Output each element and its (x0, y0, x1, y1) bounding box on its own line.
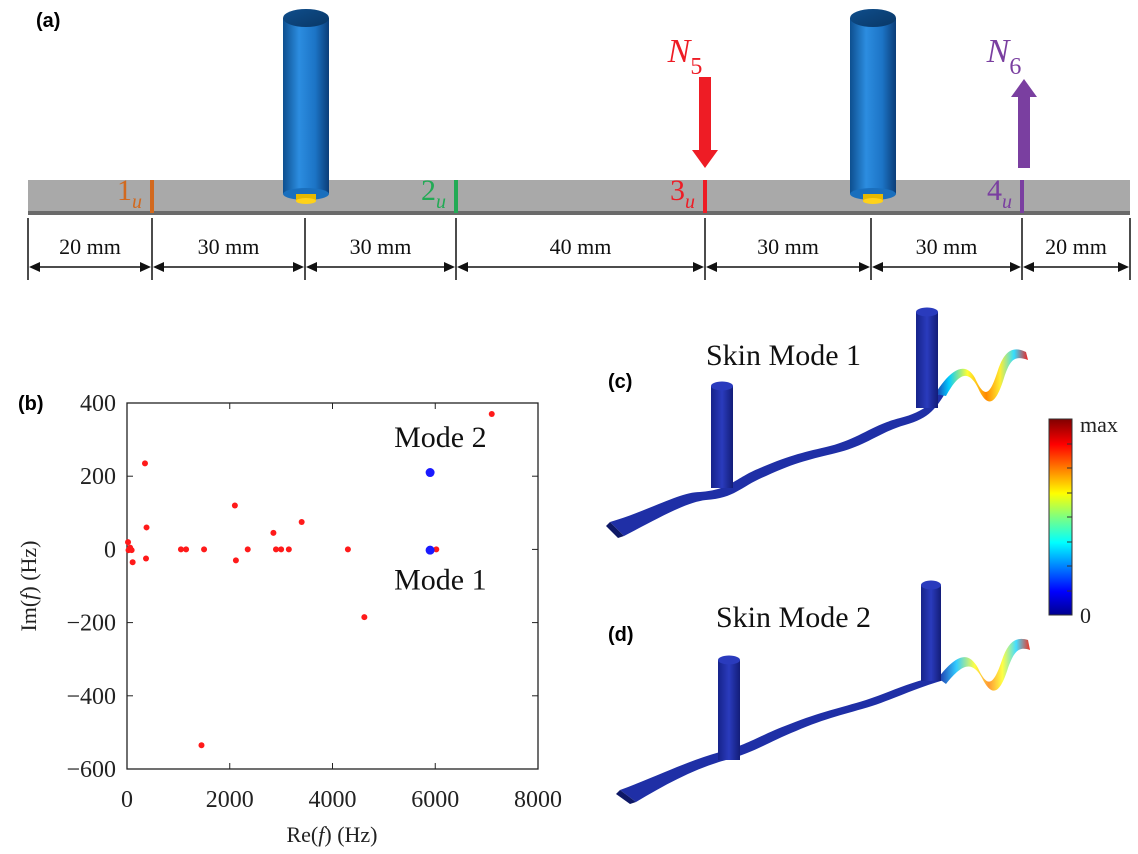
eigenfrequency-point (272, 546, 279, 553)
mode-1-ribbon (610, 392, 946, 536)
panel-a: (a) 1u 2u 3u 4u N5 N6 20 mm 30 mm 30 mm 40 mm 30… (27, 9, 1131, 280)
force-N5-label: N5 (667, 33, 703, 80)
eigenfrequency-point (128, 547, 135, 554)
eigenfrequency-point (201, 546, 208, 553)
dimension-label: 40 mm (550, 234, 612, 259)
y-tick-label: 200 (80, 464, 116, 490)
y-tick-label: −600 (66, 757, 116, 783)
chart-axes: 0 2000 4000 6000 8000 −600 −400 −200 0 200 400 (66, 391, 562, 813)
colorbar-min-label: 0 (1080, 603, 1091, 628)
eigenfrequency-point (198, 742, 205, 749)
rod-right (850, 9, 896, 204)
y-tick-label: −400 (66, 684, 116, 710)
skin-mode-1-title: Skin Mode 1 (706, 339, 861, 372)
dimension-label: 30 mm (757, 234, 819, 259)
mode-2-rod-left (718, 655, 740, 760)
eigenfrequency-point (177, 546, 184, 553)
sensor-2-label: 2u (421, 174, 446, 213)
eigenfrequency-point (270, 529, 277, 536)
rod-left (283, 9, 329, 204)
x-tick-label: 2000 (206, 787, 254, 813)
y-axis-label: Im(f) (Hz) (16, 540, 41, 631)
chart-points (125, 410, 495, 749)
x-tick-label: 8000 (514, 787, 562, 813)
eigenfrequency-point (125, 539, 132, 546)
mode-point (425, 545, 435, 555)
beam-edge (28, 211, 1130, 215)
panel-d-label: (d) (608, 624, 634, 646)
eigenfrequency-point (488, 410, 495, 417)
dimension-label: 30 mm (350, 234, 412, 259)
force-N5: N5 (667, 33, 718, 168)
panel-a-label: (a) (36, 10, 60, 32)
eigenfrequency-point (129, 559, 136, 566)
eigenfrequency-point (298, 518, 305, 525)
mode-point (425, 468, 435, 478)
panel-b: (b) 0 2000 4000 6000 8000 −600 −400 −200 0 200 400… (16, 391, 562, 847)
dimension-label: 30 mm (916, 234, 978, 259)
x-tick-label: 0 (121, 787, 133, 813)
sensor-1-label: 1u (117, 174, 142, 213)
eigenfrequency-point (143, 555, 150, 562)
eigenfrequency-point (232, 557, 239, 564)
chart-annotations: Mode 2 Mode 1 (394, 421, 487, 597)
beam (28, 180, 1130, 214)
force-N6-label: N6 (986, 33, 1022, 80)
panel-b-label: (b) (18, 393, 44, 415)
dimension-label: 30 mm (198, 234, 260, 259)
x-tick-label: 4000 (309, 787, 357, 813)
sensor-3-marker (703, 180, 707, 213)
mode-2-ribbon (620, 676, 944, 802)
eigenfrequency-point (143, 524, 150, 531)
mode-1-hot-region (935, 349, 1028, 402)
panel-c: (c) Skin Mode 1 (606, 307, 1028, 538)
eigenfrequency-point (278, 546, 285, 553)
sensor-4-marker (1020, 180, 1024, 213)
dimension-label: 20 mm (1045, 234, 1107, 259)
sensor-markers: 1u 2u 3u 4u (117, 174, 1024, 213)
sensor-4-label: 4u (987, 174, 1012, 213)
panel-d: (d) Skin Mode 2 (608, 580, 1030, 804)
dimension-label: 20 mm (59, 234, 121, 259)
mode-2-rod-right (921, 580, 941, 681)
eigenfrequency-point (344, 546, 351, 553)
y-tick-label: 400 (80, 391, 116, 417)
eigenfrequency-point (285, 546, 292, 553)
eigenfrequency-point (183, 546, 190, 553)
mode-1-rod-right (916, 307, 938, 408)
x-tick-label: 6000 (411, 787, 459, 813)
force-arrows: N5 N6 (667, 33, 1037, 168)
x-axis-label: Re(f) (Hz) (286, 822, 377, 847)
sensor-3-label: 3u (670, 174, 695, 213)
annotation-mode-1: Mode 1 (394, 564, 487, 597)
sensor-1-marker (150, 180, 154, 213)
mode-1-rod-left (711, 381, 733, 488)
eigenfrequency-point (244, 546, 251, 553)
eigenfrequency-point (141, 460, 148, 467)
panel-c-label: (c) (608, 371, 632, 393)
skin-mode-2-title: Skin Mode 2 (716, 601, 871, 634)
mode-2-hot-region (938, 638, 1030, 691)
colorbar-max-label: max (1080, 412, 1118, 437)
colorbar: max 0 (1048, 412, 1118, 628)
force-N6: N6 (986, 33, 1037, 168)
eigenfrequency-point (231, 502, 238, 509)
eigenfrequency-point (433, 546, 440, 553)
annotation-mode-2: Mode 2 (394, 421, 487, 454)
sensor-2-marker (454, 180, 458, 213)
dimension-lines: 20 mm 30 mm 30 mm 40 mm 30 mm 30 mm 20 mm (27, 218, 1131, 280)
y-tick-label: −200 (66, 611, 116, 637)
y-tick-label: 0 (104, 537, 116, 563)
eigenfrequency-point (361, 614, 368, 621)
